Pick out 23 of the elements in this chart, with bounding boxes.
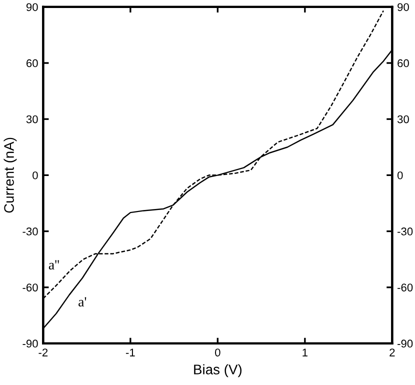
y-tick-label: 60: [26, 59, 38, 68]
annotation: a'': [48, 260, 59, 270]
x-tick-label: -1: [126, 348, 135, 356]
y2-tick-label: 30: [397, 115, 409, 124]
y-tick-label: 30: [26, 115, 38, 124]
y-axis-title: Current (nA): [4, 138, 17, 213]
x-tick-label: 2: [390, 348, 395, 356]
x-axis-title: Bias (V): [194, 364, 242, 378]
y-tick-label: -90: [22, 340, 38, 348]
y2-tick-label: -30: [398, 228, 413, 236]
y2-tick-label: -60: [398, 284, 413, 292]
y2-tick-label: -90: [398, 340, 413, 348]
x-tick-label: 0: [215, 348, 220, 356]
y-tick-label: 0: [32, 171, 38, 180]
y2-tick-label: 90: [398, 3, 409, 12]
y-tick-label: 90: [26, 3, 38, 12]
y-tick-label: -30: [22, 228, 38, 236]
y2-tick-label: 60: [398, 59, 409, 68]
y2-tick-label: 0: [397, 171, 403, 180]
annotation: a': [78, 297, 86, 307]
y-tick-label: -60: [22, 284, 38, 292]
x-tick-label: -2: [38, 348, 48, 356]
x-tick-label: 1: [302, 348, 308, 356]
